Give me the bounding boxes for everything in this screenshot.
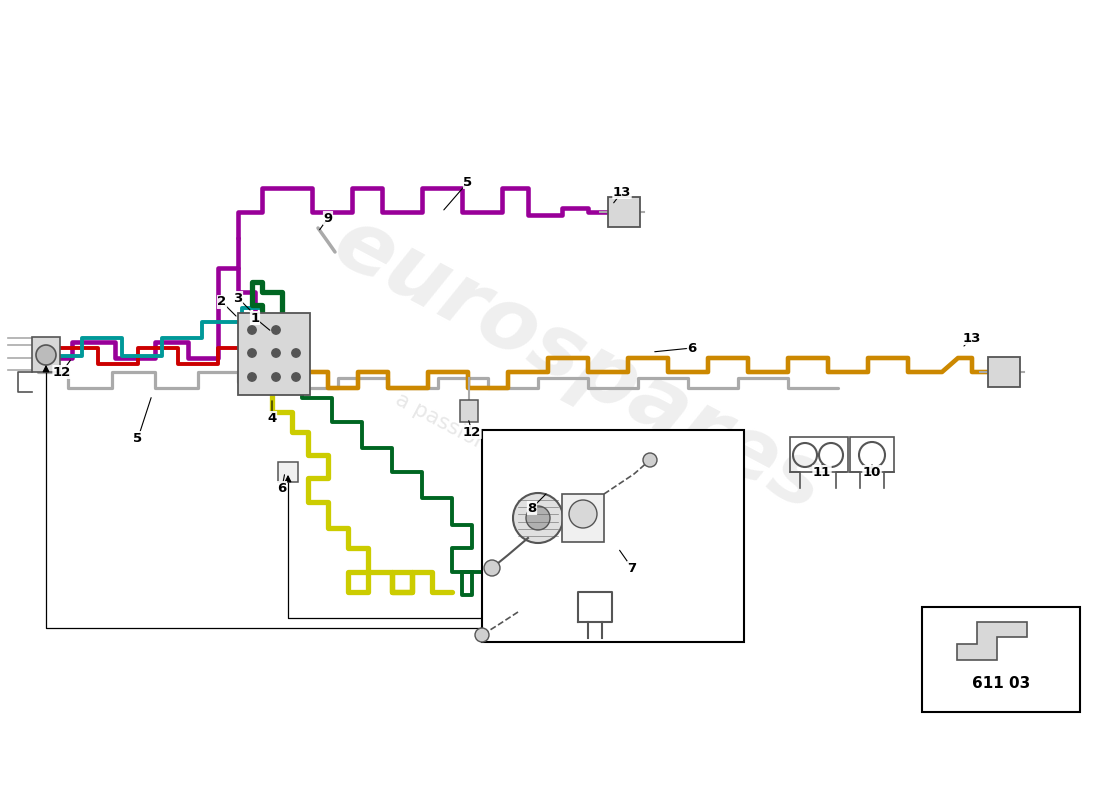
Bar	[562, 494, 604, 542]
Bar	[850, 437, 894, 472]
Circle shape	[248, 373, 256, 382]
Text: eurospares: eurospares	[320, 201, 840, 530]
Circle shape	[513, 493, 563, 543]
Circle shape	[36, 345, 56, 365]
Polygon shape	[957, 622, 1027, 660]
Text: 4: 4	[267, 411, 276, 425]
Circle shape	[292, 373, 300, 382]
Text: 8: 8	[527, 502, 537, 514]
Circle shape	[569, 500, 597, 528]
Circle shape	[248, 349, 256, 357]
Text: 611 03: 611 03	[972, 677, 1030, 691]
Text: 12: 12	[53, 366, 72, 378]
Bar	[238, 313, 310, 395]
Text: 1: 1	[251, 311, 260, 325]
Circle shape	[475, 628, 490, 642]
Text: a passion for parts since 1985: a passion for parts since 1985	[392, 390, 689, 560]
Bar	[988, 357, 1020, 387]
Text: 9: 9	[323, 211, 332, 225]
Text: 6: 6	[688, 342, 696, 354]
Text: 7: 7	[627, 562, 637, 574]
Circle shape	[526, 506, 550, 530]
Bar	[922, 607, 1080, 712]
Text: 11: 11	[813, 466, 832, 478]
Circle shape	[484, 560, 500, 576]
Circle shape	[248, 326, 256, 334]
Circle shape	[272, 326, 280, 334]
Text: 5: 5	[133, 431, 143, 445]
Bar	[790, 437, 848, 472]
Text: 10: 10	[862, 466, 881, 478]
Bar	[32, 337, 60, 372]
Text: 13: 13	[962, 331, 981, 345]
Bar	[460, 400, 478, 422]
Bar	[482, 430, 744, 642]
Text: 5: 5	[463, 175, 473, 189]
Text: 3: 3	[233, 291, 243, 305]
Text: 12: 12	[463, 426, 481, 438]
Circle shape	[644, 453, 657, 467]
Text: 6: 6	[277, 482, 287, 494]
Text: 13: 13	[613, 186, 631, 198]
Bar	[278, 462, 298, 482]
Circle shape	[292, 349, 300, 357]
Text: 2: 2	[218, 295, 227, 309]
Bar	[608, 197, 640, 227]
Circle shape	[272, 349, 280, 357]
Circle shape	[272, 373, 280, 382]
